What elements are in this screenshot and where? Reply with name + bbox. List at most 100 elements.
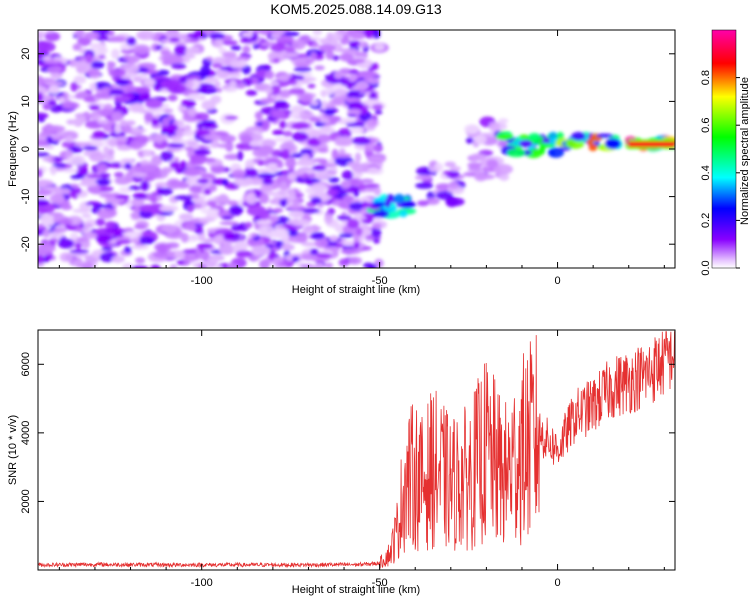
spectrogram-cell [122, 262, 134, 268]
spectrogram-cell [269, 199, 277, 205]
spectrogram-cell [82, 231, 98, 240]
spectrogram-cell [273, 109, 286, 119]
spectrogram-cell [435, 191, 453, 200]
spectrogram-cell [229, 204, 243, 216]
spectrogram-cell [128, 102, 145, 113]
spectrogram-cell [328, 177, 340, 183]
spectrogram-cell [280, 52, 300, 58]
spectrogram-cell [265, 87, 273, 95]
spectrogram-cell [244, 159, 255, 169]
spectrogram-cell [270, 43, 287, 52]
spectrogram-cell [221, 215, 234, 220]
spectrogram-cell [235, 250, 252, 258]
spectrogram-ytick-label: 20 [20, 48, 32, 60]
spectrogram-cell [206, 200, 217, 207]
spectrogram-cell [273, 137, 290, 143]
colorbar: 0.0 0.2 0.4 0.6 0.8 Normalized spectral ampl… [700, 29, 750, 276]
spectrogram-cell [97, 208, 115, 220]
spectrogram-cell [114, 176, 131, 185]
spectrogram-cell [367, 263, 378, 268]
spectrogram-cell [241, 64, 251, 75]
spectrogram-cell [81, 240, 91, 249]
spectrogram-cell [48, 100, 57, 106]
spectrogram-cell [331, 55, 340, 61]
spectrogram-cell [288, 157, 296, 162]
spectrogram-cell [444, 161, 456, 168]
spectrogram-cell [314, 170, 332, 181]
spectrogram-cell [493, 164, 513, 175]
figure-title: KOM5.2025.088.14.09.G13 [270, 1, 441, 17]
spectrogram-cell [45, 33, 60, 41]
spectrogram-cell [116, 144, 133, 151]
spectrogram-cell [134, 224, 147, 230]
spectrogram-cell [399, 210, 408, 218]
spectrogram-cell [227, 72, 242, 78]
spectrogram-cell [169, 264, 178, 268]
spectrogram-cell [147, 133, 168, 142]
spectrogram-cell [332, 96, 345, 106]
spectrogram-cell [151, 155, 163, 166]
spectrogram-cell [150, 264, 161, 268]
spectrogram-cell [218, 244, 236, 255]
spectrogram-cell [241, 32, 254, 37]
spectrogram-cell [272, 193, 287, 199]
spectrogram-cell [122, 231, 143, 237]
spectrogram-cell [180, 232, 189, 243]
spectrogram-cell [113, 95, 130, 103]
spectrogram-cell [252, 43, 260, 50]
spectrogram-cell [193, 30, 205, 38]
spectrogram-cell [196, 178, 209, 184]
spectrogram-cell [105, 221, 116, 229]
spectrogram-cell [219, 134, 236, 143]
spectrogram-cell [77, 167, 89, 176]
spectrogram-cell [314, 237, 329, 249]
spectrogram-cell [59, 252, 73, 262]
snr-ylabel: SNR (10 * v/v) [7, 415, 19, 485]
spectrogram-cell [320, 89, 328, 98]
spectrogram-cell [91, 164, 99, 174]
spectrogram-cell [194, 129, 211, 136]
spectrogram-cell [221, 178, 229, 186]
spectrogram-cell [291, 39, 306, 50]
spectrogram-cell [295, 232, 308, 242]
spectrogram-cell [66, 136, 73, 143]
colorbar-label: Normalized spectral amplitude [739, 77, 750, 225]
spectrogram-cell [135, 257, 146, 264]
spectrogram-cell [212, 76, 219, 84]
spectrogram-cell [374, 43, 385, 51]
spectrogram-cell [75, 30, 85, 39]
snr-series-line [38, 331, 675, 569]
spectrogram-cell [338, 200, 347, 209]
spectrogram-cell [353, 234, 360, 244]
spectrogram-cell [291, 131, 309, 142]
spectrogram-cell [186, 33, 194, 38]
spectrogram-cell [316, 253, 332, 259]
spectrogram-cell [92, 130, 106, 139]
spectrogram-cell [317, 134, 332, 143]
spectrogram-cell [154, 242, 172, 252]
spectrogram-cell [160, 151, 174, 162]
spectrogram-cell [373, 238, 380, 244]
colorbar-frame [711, 29, 737, 269]
spectrogram-cell [97, 119, 109, 125]
spectrogram-cell [108, 69, 126, 78]
spectrogram-ytick-label: -20 [20, 236, 32, 252]
spectrogram-cell [326, 188, 339, 197]
spectrogram-cell [319, 126, 335, 134]
spectrogram-cell [162, 117, 170, 127]
spectrogram-cell [50, 165, 57, 176]
spectrogram-cell [99, 173, 111, 179]
spectrogram-cell [70, 183, 79, 189]
spectrogram-cell [182, 249, 197, 254]
spectrogram-cell [143, 79, 156, 86]
spectrogram-cell [221, 40, 238, 46]
spectrogram-cell [270, 85, 281, 96]
spectrogram-cell [587, 139, 594, 146]
spectrogram-cell [111, 255, 125, 263]
spectrogram-cell [159, 205, 179, 212]
spectrogram-cell [250, 232, 258, 238]
spectrogram-cell [208, 32, 225, 39]
spectrogram-cell [272, 129, 285, 136]
spectrogram-cell [166, 178, 181, 190]
